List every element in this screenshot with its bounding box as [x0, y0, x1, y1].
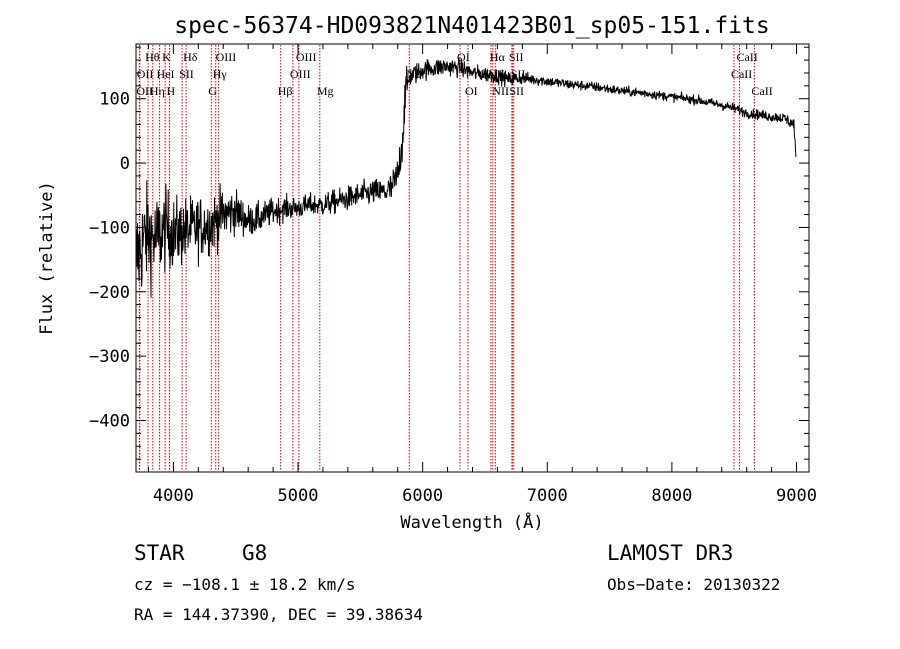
y-tick-label: −100 [89, 218, 130, 238]
x-axis-ticks: 4000 5000 6000 7000 8000 9000 [147, 44, 817, 506]
spectrum-series-line [135, 57, 797, 298]
spectral-line-label: CaII [731, 67, 752, 81]
spectral-line-label: CaII [751, 84, 772, 98]
object-class: STAR [134, 541, 185, 565]
spectral-line-label: OIII [216, 50, 237, 64]
spectral-line-label: NII [492, 84, 509, 98]
x-axis-label: Wavelength (Å) [400, 511, 543, 533]
spectral-line-label: SII [179, 67, 194, 81]
coordinates: RA = 144.37390, DEC = 39.38634 [134, 605, 423, 624]
x-tick-label: 7000 [527, 486, 568, 506]
object-subclass: G8 [242, 541, 267, 565]
y-axis-ticks: −400 −300 −200 −100 0 100 [89, 46, 809, 460]
x-tick-label: 4000 [153, 486, 194, 506]
spectral-line-label: G [208, 84, 217, 98]
spectral-line-markers [138, 45, 755, 471]
spectral-line-label: Hη [150, 84, 165, 98]
y-tick-label: 100 [99, 90, 130, 110]
y-tick-label: 0 [120, 154, 130, 174]
spectral-line-labels: OIIHθOIIHηHeIKHSIIHδHγGOIIIHβOIIIOIIIMgN… [136, 50, 772, 98]
spectral-line-label: OII [136, 84, 153, 98]
y-tick-label: −300 [89, 347, 130, 367]
spectral-line-label: K [162, 50, 171, 64]
chart-title: spec-56374-HD093821N401423B01_sp05-151.f… [174, 13, 769, 39]
spectral-line-label: OI [457, 50, 470, 64]
spectral-line-label: Hδ [183, 50, 198, 64]
spectral-line-label: Hθ [145, 50, 160, 64]
spectral-line-label: SII [509, 84, 524, 98]
y-axis-label: Flux (relative) [37, 181, 57, 335]
observation-date: Obs−Date: 20130322 [607, 575, 780, 594]
plot-frame [135, 43, 810, 473]
spectral-line-label: Hα [490, 50, 506, 64]
spectral-line-label: OII [137, 67, 154, 81]
y-tick-label: −400 [89, 412, 130, 432]
survey-name: LAMOST DR3 [607, 541, 733, 565]
spectral-line-label: OI [465, 84, 478, 98]
spectral-line-label: Mg [317, 84, 334, 98]
spectral-line-label: OIII [290, 67, 311, 81]
x-tick-label: 8000 [651, 486, 692, 506]
x-tick-label: 6000 [402, 486, 443, 506]
spectral-line-label: H [167, 84, 176, 98]
spectral-line-label: SII [509, 50, 524, 64]
x-tick-label: 5000 [278, 486, 319, 506]
x-tick-label: 9000 [776, 486, 817, 506]
spectral-line-label: HeI [157, 67, 175, 81]
spectral-line-label: Hγ [213, 67, 228, 81]
spectral-line-label: OIII [296, 50, 317, 64]
y-tick-label: −200 [89, 283, 130, 303]
spectral-line-label: CaII [736, 50, 757, 64]
spectral-line-label: Hβ [278, 84, 293, 98]
redshift-velocity: cz = −108.1 ± 18.2 km/s [134, 575, 356, 594]
